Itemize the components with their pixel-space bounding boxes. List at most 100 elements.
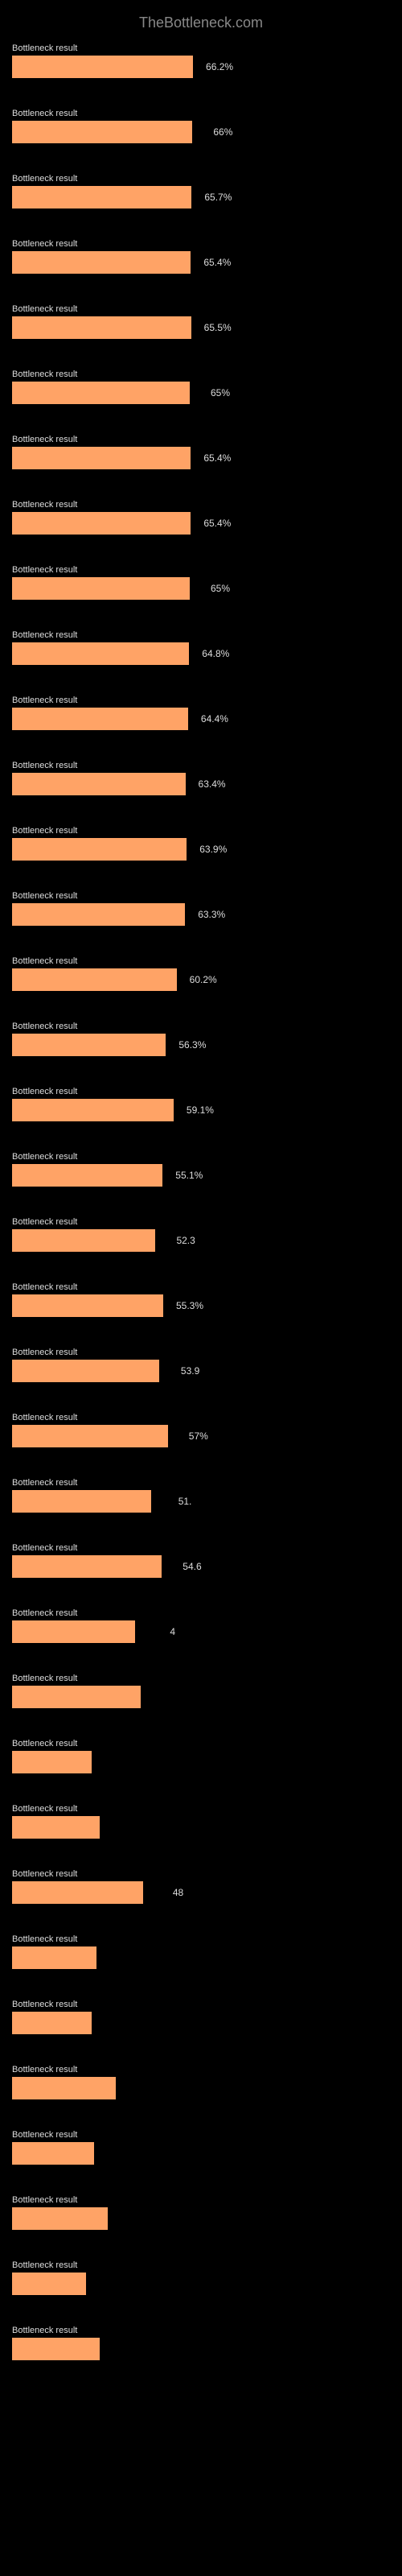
- bar-track: 66.2%: [12, 56, 390, 78]
- bar-fill: 63.4%: [12, 773, 186, 795]
- bar-fill: 65.7%: [12, 186, 191, 208]
- bar-label: Bottleneck result: [12, 1934, 390, 1944]
- bar-group: Bottleneck result65.4%: [12, 500, 390, 535]
- bar-fill: 63.9%: [12, 838, 187, 861]
- bar-track: 65%: [12, 382, 390, 404]
- bar-fill: [12, 1751, 92, 1773]
- bar-value: 64.4%: [201, 713, 228, 724]
- bar-track: [12, 2142, 390, 2165]
- bar-track: [12, 1946, 390, 1969]
- bar-group: Bottleneck result 65%: [12, 565, 390, 600]
- bar-track: [12, 2207, 390, 2230]
- bar-label: Bottleneck result: [12, 1739, 390, 1748]
- bar-fill: 55.3%: [12, 1294, 163, 1317]
- bar-track: 53.9: [12, 1360, 390, 1382]
- bar-value: 57%: [189, 1430, 208, 1442]
- bar-group: Bottleneck result 55.1%: [12, 1152, 390, 1187]
- bar-track: [12, 1686, 390, 1708]
- site-title: TheBottleneck.com: [0, 8, 402, 43]
- bar-group: Bottleneck result: [12, 1674, 390, 1708]
- bar-label: Bottleneck result: [12, 956, 390, 966]
- bar-group: Bottleneck result 53.9: [12, 1348, 390, 1382]
- bar-fill: 54.6: [12, 1555, 162, 1578]
- bar-label: Bottleneck result: [12, 369, 390, 379]
- bar-track: 52.3: [12, 1229, 390, 1252]
- bar-fill: 64.8%: [12, 642, 189, 665]
- bar-label: Bottleneck result: [12, 1152, 390, 1162]
- bar-group: Bottleneck result63.4%: [12, 761, 390, 795]
- bar-value: 63.9%: [199, 844, 227, 855]
- bar-label: Bottleneck result: [12, 1608, 390, 1618]
- bar-fill: 63.3%: [12, 903, 185, 926]
- bar-value: 65.5%: [204, 322, 232, 333]
- bar-fill: [12, 1686, 141, 1708]
- bar-fill: [12, 1946, 96, 1969]
- bar-value: 63.3%: [198, 909, 225, 920]
- bar-fill: 65.4%: [12, 251, 191, 274]
- bar-group: Bottleneck result: [12, 1739, 390, 1773]
- bar-value: 56.3%: [178, 1039, 206, 1051]
- bar-label: Bottleneck result: [12, 1348, 390, 1357]
- bar-group: Bottleneck result57%: [12, 1413, 390, 1447]
- bar-track: 65.4%: [12, 251, 390, 274]
- bar-fill: 57%: [12, 1425, 168, 1447]
- bar-label: Bottleneck result: [12, 1217, 390, 1227]
- bar-group: Bottleneck result 63.9%: [12, 826, 390, 861]
- bar-value: 54.6: [183, 1561, 201, 1572]
- bar-track: 4: [12, 1620, 390, 1643]
- bar-fill: [12, 2207, 108, 2230]
- bar-fill: 60.2%: [12, 968, 177, 991]
- bar-fill: 65.4%: [12, 512, 191, 535]
- bar-label: Bottleneck result: [12, 826, 390, 836]
- bar-track: [12, 2077, 390, 2099]
- bar-group: Bottleneck result 66%: [12, 109, 390, 143]
- bar-group: Bottleneck result59.1%: [12, 1087, 390, 1121]
- bar-track: 55.3%: [12, 1294, 390, 1317]
- bar-track: 66%: [12, 121, 390, 143]
- bar-label: Bottleneck result: [12, 565, 390, 575]
- bar-label: Bottleneck result: [12, 174, 390, 184]
- bar-fill: 55.1%: [12, 1164, 162, 1187]
- bar-label: Bottleneck result: [12, 1543, 390, 1553]
- bar-track: 65.7%: [12, 186, 390, 208]
- bar-track: 65.4%: [12, 447, 390, 469]
- bar-fill: 48: [12, 1881, 143, 1904]
- bar-group: Bottleneck result: [12, 2065, 390, 2099]
- bar-track: 63.4%: [12, 773, 390, 795]
- bar-track: [12, 1751, 390, 1773]
- bar-fill: [12, 1816, 100, 1839]
- bar-fill: 4: [12, 1620, 135, 1643]
- bar-label: Bottleneck result: [12, 2065, 390, 2074]
- bar-label: Bottleneck result: [12, 2130, 390, 2140]
- bar-fill: 66.2%: [12, 56, 193, 78]
- bar-group: Bottleneck result: [12, 1804, 390, 1839]
- bar-value: 66.2%: [206, 61, 233, 72]
- bar-label: Bottleneck result: [12, 2195, 390, 2205]
- bar-label: Bottleneck result: [12, 43, 390, 53]
- bar-label: Bottleneck result: [12, 109, 390, 118]
- bar-value: 65.4%: [203, 518, 231, 529]
- bar-value: 64.8%: [202, 648, 229, 659]
- bar-fill: 53.9: [12, 1360, 159, 1382]
- bar-value: 55.3%: [176, 1300, 203, 1311]
- bar-label: Bottleneck result: [12, 1674, 390, 1683]
- bar-track: 63.3%: [12, 903, 390, 926]
- bar-fill: 64.4%: [12, 708, 188, 730]
- bar-label: Bottleneck result: [12, 435, 390, 444]
- bar-fill: [12, 2273, 86, 2295]
- bar-track: 65%: [12, 577, 390, 600]
- bar-track: [12, 1816, 390, 1839]
- bar-label: Bottleneck result: [12, 630, 390, 640]
- bar-label: Bottleneck result: [12, 891, 390, 901]
- bar-label: Bottleneck result: [12, 2000, 390, 2009]
- bar-fill: 56.3%: [12, 1034, 166, 1056]
- bar-group: Bottleneck result51.: [12, 1478, 390, 1513]
- bar-track: [12, 2012, 390, 2034]
- bar-group: Bottleneck result: [12, 2260, 390, 2295]
- bar-group: Bottleneck result48: [12, 1869, 390, 1904]
- bar-track: 65.4%: [12, 512, 390, 535]
- bar-group: Bottleneck result: [12, 2195, 390, 2230]
- bar-value: 53.9: [181, 1365, 199, 1377]
- bar-group: Bottleneck result 63.3%: [12, 891, 390, 926]
- bar-fill: [12, 2338, 100, 2360]
